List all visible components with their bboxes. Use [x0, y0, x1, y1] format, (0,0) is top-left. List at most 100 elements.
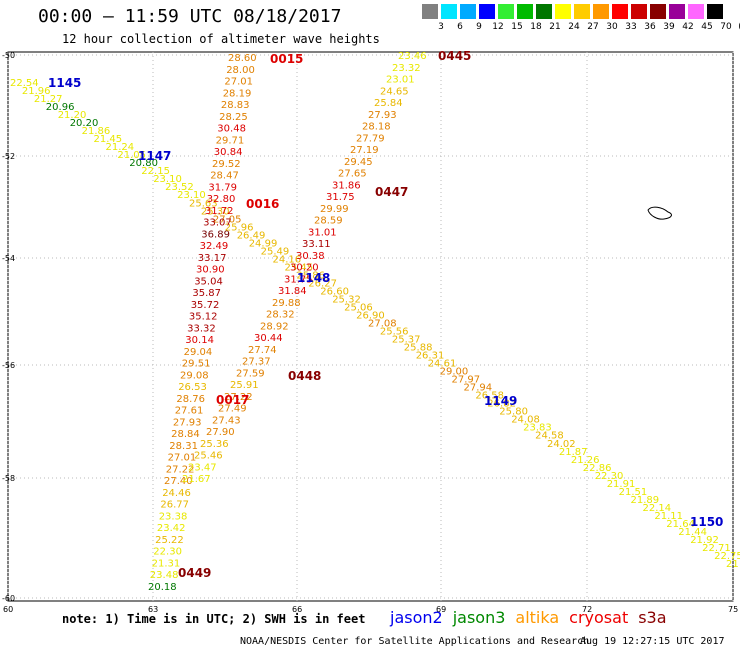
legend-label: 24 [568, 22, 580, 32]
swh-value-track-0015: 31.79 [208, 182, 237, 193]
swh-value-descending-track: 24.16 [273, 254, 302, 265]
swh-value-track-0015: 29.04 [184, 347, 213, 358]
swh-value-descending-track: 27.97 [452, 375, 481, 386]
swh-value-track-0445: 30.44 [254, 333, 283, 344]
swh-value-track-0015: 28.19 [223, 88, 252, 99]
altimeter-tracks: 22.5421.9621.2720.9621.2020.2021.8621.45… [10, 51, 740, 593]
swh-value-descending-track: 22.86 [583, 463, 612, 474]
legend-swatch [555, 4, 572, 19]
satellite-jason2: jason2 [390, 608, 443, 627]
swh-value-track-0445: 23.47 [188, 462, 217, 473]
swh-value-descending-track: 24.61 [428, 359, 457, 370]
swh-value-descending-track: 21.45 [94, 134, 123, 145]
pass-id-0445: 0445 [438, 49, 471, 63]
pass-id-1149: 1149 [484, 394, 517, 408]
swh-value-descending-track: 25.32 [332, 295, 361, 306]
island-outline [647, 206, 672, 220]
swh-value-track-0015: 28.60 [228, 53, 257, 64]
lat-label: -50 [2, 51, 15, 60]
swh-value-descending-track: 21.92 [690, 535, 719, 546]
swh-value-descending-track: 26.27 [308, 278, 337, 289]
swh-value-track-0445: 27.22 [224, 392, 253, 403]
swh-value-track-0015: 32.80 [207, 194, 236, 205]
pass-id-1148: 1148 [297, 271, 330, 285]
swh-value-track-0015: 35.12 [189, 312, 218, 323]
swh-value-track-0015: 30.84 [214, 147, 243, 158]
swh-value-track-0445: 29.88 [272, 298, 301, 309]
legend-swatch [669, 4, 686, 19]
swh-value-descending-track: 20.96 [46, 102, 75, 113]
legend-swatch [574, 4, 591, 19]
swh-value-descending-track: 29.00 [440, 367, 469, 378]
swh-value-descending-track: 25.37 [392, 335, 421, 346]
swh-value-descending-track: 23.83 [523, 423, 552, 434]
lat-label: -54 [2, 254, 15, 263]
swh-value-track-0015: 36.89 [201, 229, 230, 240]
swh-value-track-0445: 23.32 [392, 63, 421, 74]
swh-value-descending-track: 20.20 [70, 118, 99, 129]
swh-value-track-0445: 31.75 [326, 192, 355, 203]
pass-id-0017: 0017 [216, 393, 249, 407]
legend-swatch [612, 4, 629, 19]
swh-value-track-0445: 25.36 [200, 439, 229, 450]
swh-value-descending-track: 24.58 [535, 431, 564, 442]
swh-value-track-0445: 29.99 [320, 204, 349, 215]
legend-label: 15 [511, 22, 523, 32]
swh-value-descending-track: 21.87 [559, 447, 588, 458]
swh-value-track-0015: 30.90 [196, 265, 225, 276]
swh-value-track-0015: 33.07 [203, 218, 232, 229]
pass-id-1150: 1150 [690, 515, 723, 529]
swh-value-track-0445: 31.84 [278, 286, 307, 297]
swh-value-track-0015: 35.72 [191, 300, 220, 311]
swh-value-descending-track: 21.96 [22, 86, 51, 97]
swh-value-descending-track: 25.63 [189, 198, 218, 209]
swh-value-descending-track: 22.71 [702, 543, 731, 554]
swh-value-track-0015: 25.22 [155, 535, 184, 546]
legend-swatch [460, 4, 477, 19]
legend-label: 33 [625, 22, 637, 32]
swh-value-descending-track: 24.08 [511, 415, 540, 426]
swh-value-descending-track: 21.11 [654, 511, 683, 522]
swh-value-track-0015: 29.52 [212, 159, 241, 170]
swh-value-track-0445: 23.46 [398, 51, 427, 62]
legend-label: 18 [530, 22, 542, 32]
swh-value-track-0015: 31.72 [205, 206, 234, 217]
swh-value-track-0015: 27.01 [168, 453, 197, 464]
swh-value-descending-track: 26.60 [320, 286, 349, 297]
legend-label: 27 [587, 22, 599, 32]
swh-value-descending-track: 23.52 [165, 182, 194, 193]
swh-value-descending-track: 21.89 [631, 495, 660, 506]
map-subtitle: 12 hour collection of altimeter wave hei… [62, 32, 380, 46]
lon-label: 60 [3, 605, 13, 614]
swh-value-descending-track: 27.08 [368, 319, 397, 330]
swh-value-track-0015: 29.71 [216, 135, 245, 146]
swh-value-track-0015: 23.42 [157, 523, 186, 534]
swh-value-descending-track: 21.24 [106, 142, 135, 153]
swh-value-descending-track: 25.80 [499, 407, 528, 418]
swh-value-track-0445: 27.74 [248, 345, 277, 356]
swh-value-descending-track: 21.86 [82, 126, 111, 137]
swh-value-track-0445: 27.90 [206, 427, 235, 438]
satellite-altika: altika [515, 608, 560, 627]
swh-value-descending-track: 25.49 [261, 246, 290, 257]
swh-value-track-0015: 35.87 [192, 288, 221, 299]
swh-value-track-0015: 26.53 [178, 382, 207, 393]
pass-id-1145: 1145 [48, 76, 81, 90]
lon-label: 63 [148, 605, 158, 614]
legend-label: 42 [682, 22, 694, 32]
legend-swatch [631, 4, 648, 19]
grid-lines [7, 52, 734, 601]
swh-value-descending-track: 26.82 [487, 399, 516, 410]
swh-value-track-0015: 21.31 [152, 559, 181, 570]
lat-label: -58 [2, 474, 15, 483]
pass-id-1147: 1147 [138, 149, 171, 163]
swh-value-track-0445: 28.92 [260, 321, 289, 332]
legend-swatch [688, 4, 705, 19]
lat-label: -60 [2, 594, 15, 603]
swh-value-track-0445: 31.86 [332, 180, 361, 191]
swh-value-descending-track: 25.88 [404, 343, 433, 354]
axis-labels: -50 -52 -54 -56 -58 -60 60 63 66 69 72 75 [2, 51, 738, 614]
legend-swatch [422, 4, 439, 19]
swh-value-track-0445: 27.59 [236, 368, 265, 379]
legend-swatch [517, 4, 534, 19]
